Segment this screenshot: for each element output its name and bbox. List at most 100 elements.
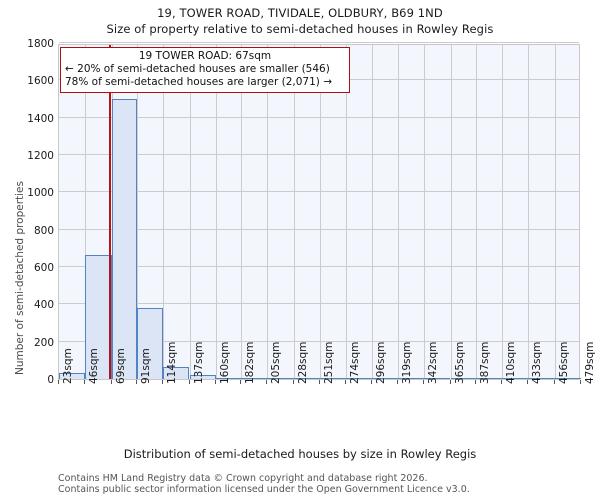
gridline-vertical <box>267 45 269 379</box>
histogram-bar <box>528 377 555 380</box>
histogram-bar <box>450 377 476 380</box>
property-size-marker-line <box>109 45 111 379</box>
histogram-bar <box>85 254 112 379</box>
x-axis-tick-mark <box>345 380 347 384</box>
x-axis-tick-mark <box>188 380 190 384</box>
x-axis-tick-mark <box>370 380 372 384</box>
x-axis-tick-label: 228sqm <box>296 341 309 384</box>
x-axis-tick-label: 433sqm <box>531 341 544 384</box>
annotation-larger-line: 78% of semi-detached houses are larger (… <box>65 76 333 88</box>
y-axis-tick-label: 0 <box>47 374 54 386</box>
histogram-bar <box>320 377 347 380</box>
gridline-vertical <box>424 45 426 379</box>
plot-area <box>58 42 581 380</box>
x-axis-tick-mark <box>396 380 398 384</box>
footer-line-2: Contains public sector information licen… <box>58 484 470 495</box>
chart-subtitle: Size of property relative to semi-detach… <box>106 22 494 36</box>
x-axis-tick-mark <box>501 380 502 384</box>
y-axis-tick-label: 800 <box>33 224 54 237</box>
gridline-vertical <box>346 45 348 379</box>
x-axis-tick-label: 23sqm <box>62 348 74 384</box>
gridline-horizontal <box>59 42 579 43</box>
gridline-horizontal <box>59 191 579 193</box>
y-axis-tick-label: 1800 <box>27 38 54 50</box>
y-axis-tick-label: 1200 <box>27 150 54 162</box>
gridline-horizontal <box>59 303 579 305</box>
annotation-smaller-line: ← 20% of semi-detached houses are smalle… <box>65 63 330 75</box>
x-axis-tick-label: 251sqm <box>323 341 335 384</box>
property-annotation-box: 19 TOWER ROAD: 67sqm ← 20% of semi-detac… <box>60 47 350 93</box>
x-axis-tick-label: 160sqm <box>218 341 231 384</box>
x-axis-tick-mark <box>423 380 425 384</box>
x-axis-tick-label: 456sqm <box>557 341 570 384</box>
gridline-vertical <box>293 45 295 379</box>
histogram-bar <box>475 377 502 380</box>
histogram-bar <box>136 308 164 379</box>
y-axis-tick-label: 1000 <box>27 187 54 200</box>
histogram-bar <box>424 377 451 380</box>
gridline-horizontal <box>59 116 579 118</box>
x-axis-tick-mark <box>580 380 581 384</box>
x-axis-tick-mark <box>240 380 241 384</box>
gridline-vertical <box>163 45 165 379</box>
histogram-bar <box>346 377 372 380</box>
gridline-horizontal <box>59 340 579 342</box>
x-axis-tick-label: 274sqm <box>349 341 362 384</box>
gridline-vertical <box>136 45 138 379</box>
histogram-bar <box>163 366 190 379</box>
x-axis-tick-mark <box>553 380 555 384</box>
histogram-bar <box>241 377 268 379</box>
gridline-horizontal <box>59 266 579 267</box>
histogram-bar <box>111 99 137 379</box>
gridline-vertical <box>215 45 217 379</box>
footer-line-1: Contains HM Land Registry data © Crown c… <box>58 473 428 484</box>
x-axis-tick-mark <box>292 380 294 384</box>
x-axis-tick-label: 69sqm <box>114 348 127 384</box>
histogram-bar <box>554 377 581 380</box>
y-axis-tick-label: 400 <box>33 299 54 312</box>
histogram-bar <box>293 377 320 380</box>
gridline-vertical <box>502 45 503 379</box>
x-axis-tick-label: 296sqm <box>374 341 387 384</box>
histogram-bar <box>215 377 241 379</box>
gridline-vertical <box>554 45 556 379</box>
x-axis-tick-label: 205sqm <box>270 341 283 384</box>
x-axis-tick-mark <box>527 380 529 384</box>
y-axis-tick-label: 600 <box>33 262 54 274</box>
gridline-vertical <box>320 45 321 379</box>
x-axis-tick-label: 365sqm <box>453 341 466 384</box>
gridline-vertical <box>528 45 530 379</box>
y-axis-tick-label: 1400 <box>27 112 54 125</box>
gridline-horizontal <box>59 228 579 230</box>
x-axis-tick-label: 114sqm <box>166 341 179 384</box>
x-axis-tick-label: 410sqm <box>505 341 517 384</box>
x-axis-tick-label: 387sqm <box>478 341 491 384</box>
gridline-vertical <box>189 45 191 379</box>
histogram-bar <box>267 377 294 380</box>
x-axis-tick-mark <box>58 380 59 384</box>
gridline-vertical <box>371 45 373 379</box>
y-axis-tick-label: 200 <box>33 336 54 349</box>
x-axis-tick-mark <box>135 380 137 384</box>
x-axis-tick-mark <box>110 380 112 384</box>
histogram-bar <box>397 377 425 380</box>
histogram-bar <box>371 377 398 380</box>
x-axis-tick-mark <box>449 380 451 384</box>
gridline-vertical <box>241 45 242 379</box>
gridline-vertical <box>450 45 452 379</box>
gridline-vertical <box>397 45 399 379</box>
x-axis-tick-mark <box>84 380 86 384</box>
x-axis-tick-mark <box>319 380 320 384</box>
x-axis-label: Distribution of semi-detached houses by … <box>123 447 477 461</box>
chart-title: 19, TOWER ROAD, TIVIDALE, OLDBURY, B69 1… <box>157 6 443 20</box>
x-axis-tick-mark <box>266 380 268 384</box>
x-axis-tick-label: 479sqm <box>584 341 596 384</box>
x-axis-tick-label: 91sqm <box>139 348 152 384</box>
x-axis-tick-label: 137sqm <box>192 341 205 384</box>
x-axis-tick-mark <box>162 380 164 384</box>
histogram-bar <box>502 377 529 380</box>
x-axis-tick-label: 342sqm <box>427 341 440 384</box>
x-axis-tick-label: 46sqm <box>88 348 101 384</box>
x-axis-tick-label: 319sqm <box>400 341 413 384</box>
